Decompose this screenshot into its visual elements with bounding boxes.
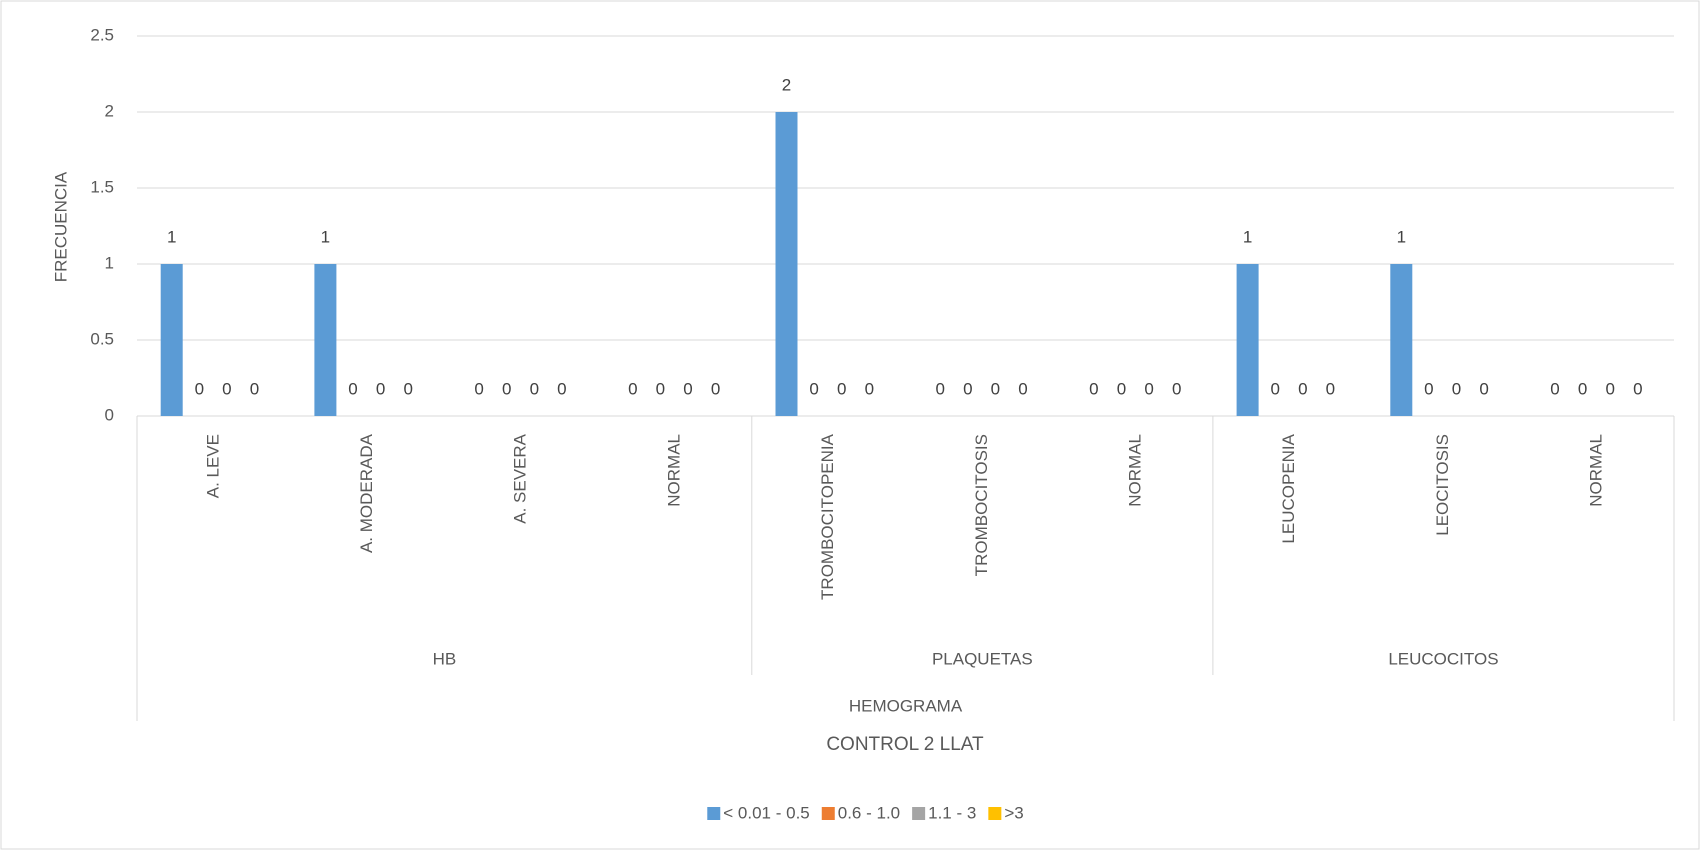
y-tick-label: 0	[105, 405, 114, 424]
data-label: 0	[837, 379, 846, 398]
y-tick-label: 2	[105, 101, 114, 120]
x-tick-label: NORMAL	[664, 434, 683, 507]
data-label: 0	[1298, 379, 1307, 398]
data-label: 0	[1550, 379, 1559, 398]
bar	[1390, 264, 1413, 416]
data-label: 0	[195, 379, 204, 398]
data-label: 0	[865, 379, 874, 398]
x-tick-label: TROMBOCITOSIS	[972, 434, 991, 576]
data-label: 1	[167, 227, 176, 246]
data-label: 0	[935, 379, 944, 398]
x-axis-title: CONTROL 2 LLAT	[826, 734, 984, 755]
data-label: 0	[1326, 379, 1335, 398]
y-axis-title: FRECUENCIA	[51, 171, 70, 282]
bar	[1236, 264, 1259, 416]
data-label: 0	[963, 379, 972, 398]
data-label: 0	[474, 379, 483, 398]
bar	[314, 264, 337, 416]
x-tick-label: A. SEVERA	[511, 433, 530, 523]
data-label: 0	[1089, 379, 1098, 398]
x-tick-label: LEOCITOSIS	[1433, 434, 1452, 536]
group-label: LEUCOCITOS	[1388, 649, 1498, 668]
data-label: 1	[1243, 227, 1252, 246]
data-label: 0	[656, 379, 665, 398]
legend-label: < 0.01 - 0.5	[723, 803, 809, 822]
legend-label: >3	[1004, 803, 1023, 822]
legend-label: 1.1 - 3	[928, 803, 976, 822]
data-label: 0	[1270, 379, 1279, 398]
y-tick-label: 2.5	[90, 25, 114, 44]
data-label: 0	[376, 379, 385, 398]
legend-swatch	[821, 807, 835, 820]
data-label: 0	[1633, 379, 1642, 398]
y-tick-label: 0.5	[90, 329, 114, 348]
data-label: 0	[348, 379, 357, 398]
legend-swatch	[707, 807, 721, 820]
data-label: 0	[711, 379, 720, 398]
data-label: 1	[1397, 227, 1406, 246]
data-label: 0	[1424, 379, 1433, 398]
x-tick-label: LEUCOPENIA	[1279, 433, 1298, 543]
x-tick-label: NORMAL	[1126, 434, 1145, 507]
y-tick-label: 1.5	[90, 177, 114, 196]
data-label: 0	[1117, 379, 1126, 398]
group-title: HEMOGRAMA	[849, 696, 963, 715]
data-label: 0	[1018, 379, 1027, 398]
data-label: 0	[222, 379, 231, 398]
x-tick-label: A. LEVE	[203, 434, 222, 498]
data-label: 0	[1479, 379, 1488, 398]
legend-swatch	[988, 807, 1002, 820]
x-tick-label: NORMAL	[1587, 434, 1606, 507]
data-label: 0	[557, 379, 566, 398]
data-label: 0	[1452, 379, 1461, 398]
data-label: 0	[1144, 379, 1153, 398]
legend-swatch	[912, 807, 926, 820]
data-label: 0	[1172, 379, 1181, 398]
data-label: 0	[1578, 379, 1587, 398]
y-tick-label: 1	[105, 253, 114, 272]
data-label: 0	[250, 379, 259, 398]
data-label: 0	[628, 379, 637, 398]
group-label: HB	[433, 649, 457, 668]
data-label: 0	[809, 379, 818, 398]
data-label: 2	[782, 75, 791, 94]
data-label: 0	[502, 379, 511, 398]
group-label: PLAQUETAS	[932, 649, 1033, 668]
bar	[775, 112, 798, 416]
bar	[160, 264, 183, 416]
data-label: 1	[321, 227, 330, 246]
data-label: 0	[403, 379, 412, 398]
legend: < 0.01 - 0.5 0.6 - 1.0 1.1 - 3 >3	[707, 803, 1024, 822]
data-label: 0	[530, 379, 539, 398]
legend-label: 0.6 - 1.0	[838, 803, 900, 822]
x-tick-label: A. MODERADA	[357, 433, 376, 553]
data-label: 0	[991, 379, 1000, 398]
data-label: 0	[683, 379, 692, 398]
data-label: 0	[1605, 379, 1614, 398]
x-tick-label: TROMBOCITOPENIA	[818, 433, 837, 600]
